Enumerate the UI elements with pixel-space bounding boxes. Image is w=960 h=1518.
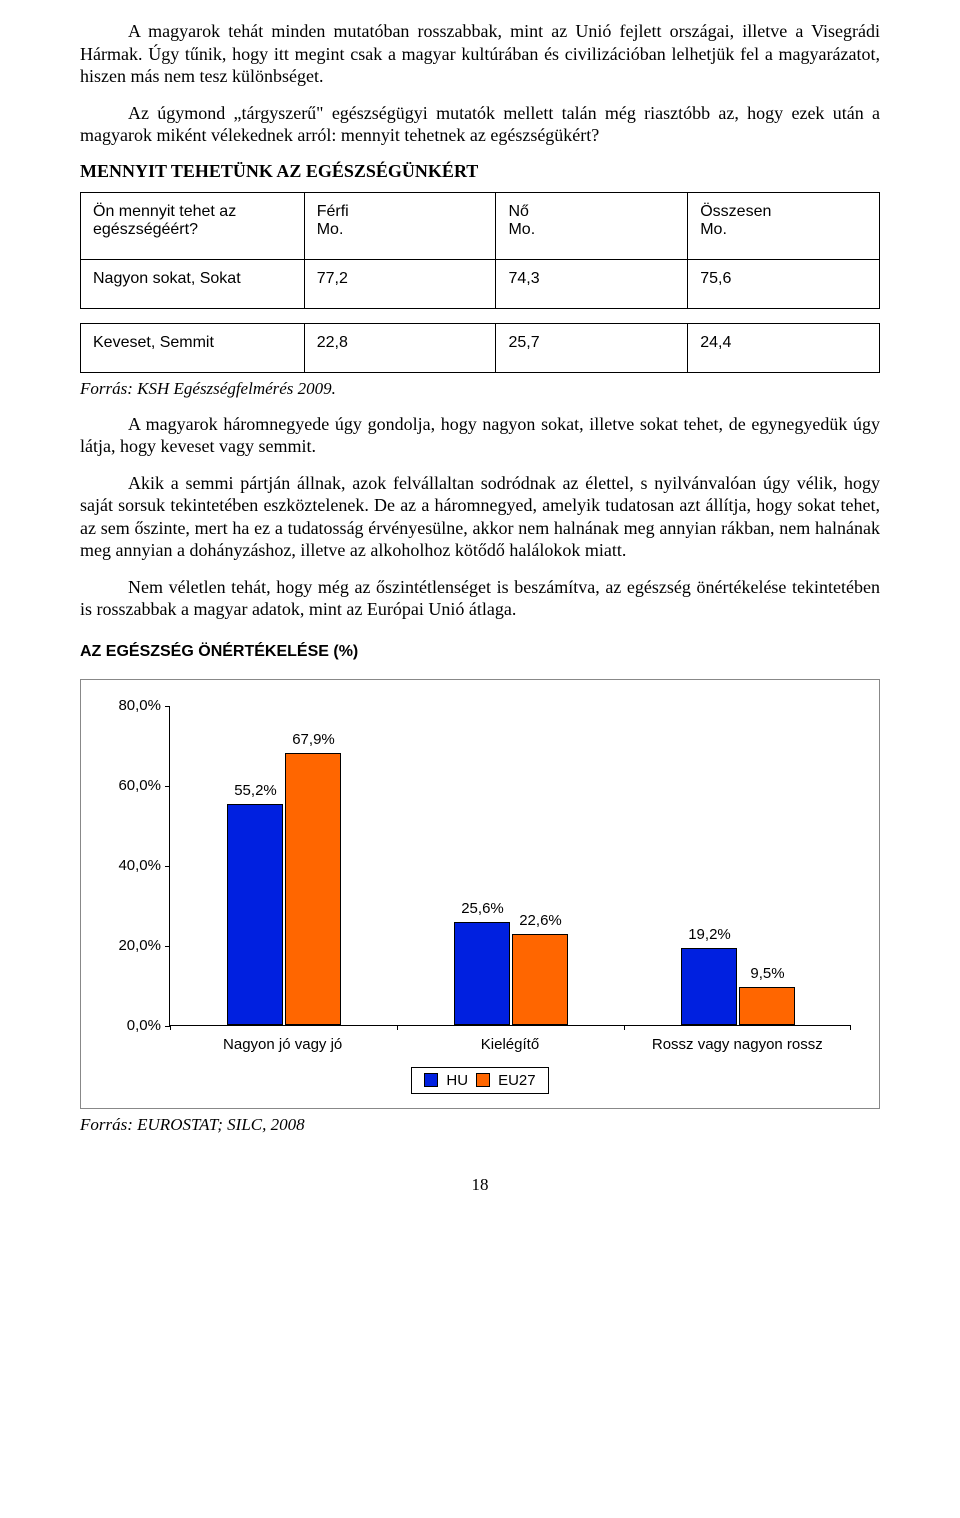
table-source-1: Forrás: KSH Egészségfelmérés 2009.	[80, 379, 880, 399]
paragraph-5: Nem véletlen tehát, hogy még az őszintét…	[80, 576, 880, 621]
paragraph-2: Az úgymond „tárgyszerű" egészségügyi mut…	[80, 102, 880, 147]
bar-hu: 55,2%	[227, 804, 283, 1025]
table-cell: Keveset, Semmit	[81, 323, 305, 372]
bar-chart: 80,0% 60,0% 40,0% 20,0% 0,0% 55,2%67,9%2…	[80, 679, 880, 1109]
bar-group: 19,2%9,5%	[624, 706, 851, 1025]
x-tick-label: Kielégítő	[396, 1026, 623, 1053]
y-axis: 80,0% 60,0% 40,0% 20,0% 0,0%	[109, 706, 169, 1026]
bar-eu27: 22,6%	[512, 934, 568, 1024]
table-row: Keveset, Semmit 22,8 25,7 24,4	[81, 323, 880, 372]
bar-hu: 19,2%	[681, 948, 737, 1025]
bar-group: 25,6%22,6%	[397, 706, 624, 1025]
plot-area: 55,2%67,9%25,6%22,6%19,2%9,5%	[169, 706, 851, 1026]
x-axis: Nagyon jó vagy jó Kielégítő Rossz vagy n…	[169, 1026, 851, 1053]
bar-group: 55,2%67,9%	[170, 706, 397, 1025]
table-row: Ön mennyit tehet az egészségéért? Férfi …	[81, 192, 880, 259]
table-header-q: Ön mennyit tehet az egészségéért?	[81, 192, 305, 259]
table-header-total: Összesen Mo.	[688, 192, 880, 259]
table-row: Nagyon sokat, Sokat 77,2 74,3 75,6	[81, 259, 880, 308]
legend-label-eu27: EU27	[498, 1072, 536, 1089]
table-cell: 22,8	[304, 323, 496, 372]
table-cell: 77,2	[304, 259, 496, 308]
section-title-1: MENNYIT TEHETÜNK AZ EGÉSZSÉGÜNKÉRT	[80, 161, 880, 182]
chart-title: AZ EGÉSZSÉG ÖNÉRTÉKELÉSE (%)	[80, 643, 880, 661]
table-cell: 24,4	[688, 323, 880, 372]
chart-source: Forrás: EUROSTAT; SILC, 2008	[80, 1115, 880, 1135]
table-gap	[81, 308, 880, 323]
bar-hu: 25,6%	[454, 922, 510, 1024]
legend-label-hu: HU	[446, 1072, 468, 1089]
bar-value-label: 55,2%	[216, 782, 296, 799]
x-tick-label: Nagyon jó vagy jó	[169, 1026, 396, 1053]
table-cell: 74,3	[496, 259, 688, 308]
table-health-effort: Ön mennyit tehet az egészségéért? Férfi …	[80, 192, 880, 373]
bar-eu27: 67,9%	[285, 753, 341, 1025]
x-tick-label: Rossz vagy nagyon rossz	[624, 1026, 851, 1053]
bar-value-label: 67,9%	[274, 731, 354, 748]
table-header-male: Férfi Mo.	[304, 192, 496, 259]
table-cell: 25,7	[496, 323, 688, 372]
table-header-female: Nő Mo.	[496, 192, 688, 259]
legend-swatch-eu27	[476, 1073, 490, 1087]
document-page: A magyarok tehát minden mutatóban rossza…	[0, 0, 960, 1235]
paragraph-4: Akik a semmi pártján állnak, azok felvál…	[80, 472, 880, 562]
bar-value-label: 9,5%	[728, 965, 808, 982]
paragraph-3: A magyarok háromnegyede úgy gondolja, ho…	[80, 413, 880, 458]
bar-eu27: 9,5%	[739, 987, 795, 1025]
chart-legend: HU EU27	[411, 1067, 548, 1094]
table-cell: 75,6	[688, 259, 880, 308]
paragraph-1: A magyarok tehát minden mutatóban rossza…	[80, 20, 880, 88]
page-number: 18	[80, 1175, 880, 1195]
legend-swatch-hu	[424, 1073, 438, 1087]
table-cell: Nagyon sokat, Sokat	[81, 259, 305, 308]
bar-value-label: 19,2%	[670, 926, 750, 943]
bar-value-label: 22,6%	[501, 912, 581, 929]
